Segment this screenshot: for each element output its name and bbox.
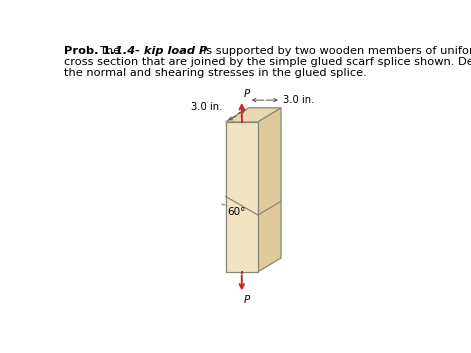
Text: The: The [99,46,124,56]
Text: is supported by two wooden members of uniform: is supported by two wooden members of un… [203,46,471,56]
Text: the normal and shearing stresses in the glued splice.: the normal and shearing stresses in the … [64,68,366,78]
Polygon shape [258,108,281,272]
Text: 3.0 in.: 3.0 in. [191,102,222,112]
Text: P: P [244,295,250,305]
Text: cross section that are joined by the simple glued scarf splice shown. Determine: cross section that are joined by the sim… [64,57,471,67]
Text: 1.4- kip load P: 1.4- kip load P [115,46,207,56]
Text: 3.0 in.: 3.0 in. [284,95,315,105]
Polygon shape [226,122,258,215]
Text: Prob. 1.: Prob. 1. [64,46,114,56]
Text: P: P [244,89,250,98]
Text: 60°: 60° [227,207,245,217]
Polygon shape [226,196,258,272]
Polygon shape [226,108,281,122]
